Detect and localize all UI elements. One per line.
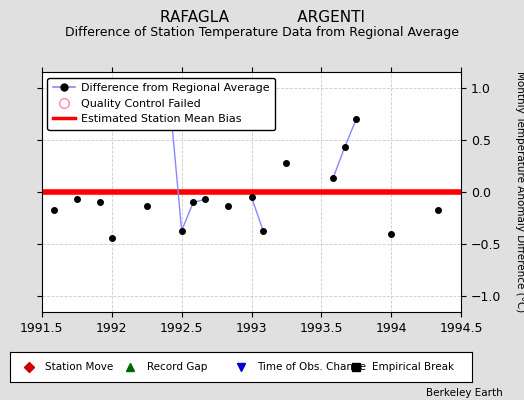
Text: Difference of Station Temperature Data from Regional Average: Difference of Station Temperature Data f… [65, 26, 459, 39]
Text: RAFAGLA              ARGENTI: RAFAGLA ARGENTI [159, 10, 365, 25]
Text: Empirical Break: Empirical Break [373, 362, 455, 372]
Legend: Difference from Regional Average, Quality Control Failed, Estimated Station Mean: Difference from Regional Average, Qualit… [48, 78, 275, 130]
Text: Station Move: Station Move [45, 362, 113, 372]
Y-axis label: Monthly Temperature Anomaly Difference (°C): Monthly Temperature Anomaly Difference (… [515, 71, 524, 313]
Text: Time of Obs. Change: Time of Obs. Change [257, 362, 366, 372]
Text: Record Gap: Record Gap [147, 362, 207, 372]
Text: Berkeley Earth: Berkeley Earth [427, 388, 503, 398]
